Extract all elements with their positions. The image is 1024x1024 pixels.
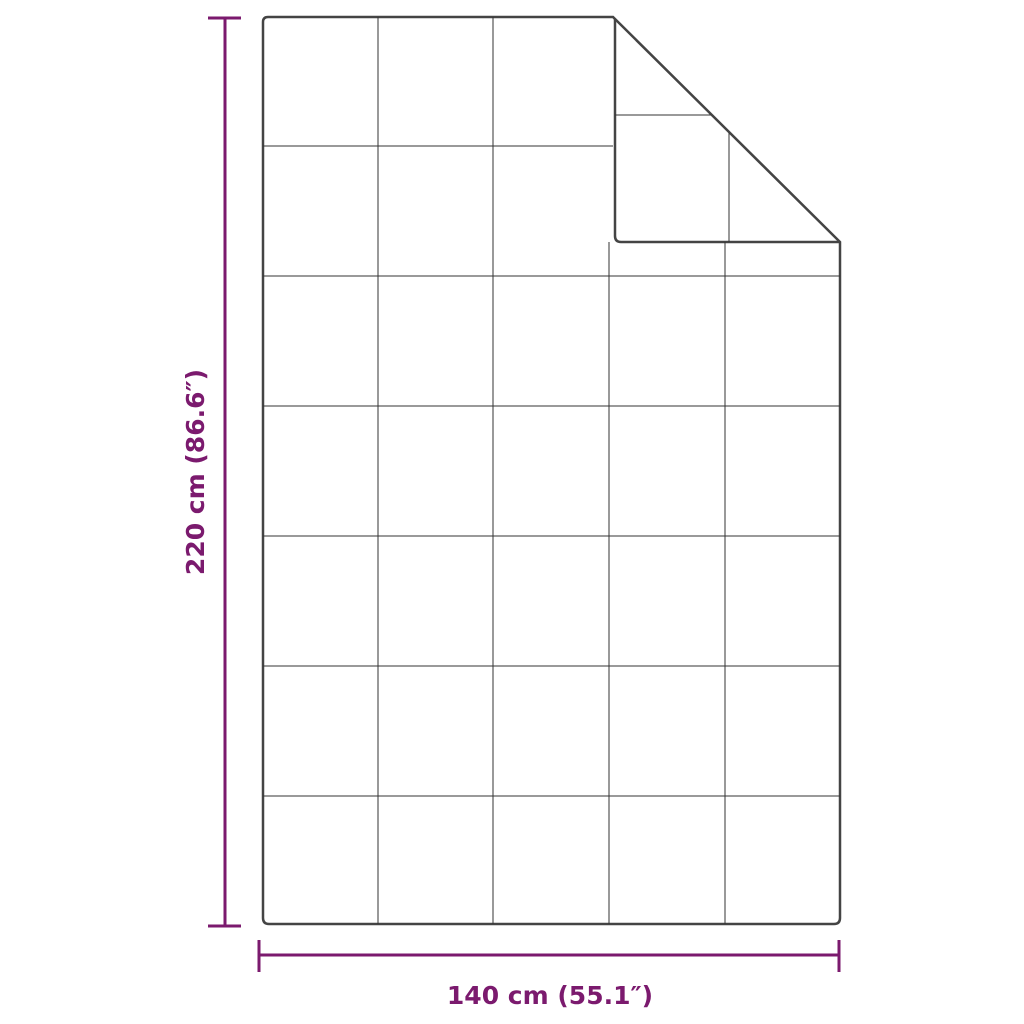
- width-label: 140 cm (55.1″): [447, 981, 653, 1010]
- width-dimension: [257, 940, 841, 972]
- height-dimension: [208, 16, 241, 928]
- blanket-border: [261, 15, 842, 926]
- quilt-grid: [263, 17, 840, 924]
- blanket-outline: [261, 15, 842, 926]
- height-label: 220 cm (86.6″): [181, 369, 210, 575]
- fold-edge: [613, 19, 840, 244]
